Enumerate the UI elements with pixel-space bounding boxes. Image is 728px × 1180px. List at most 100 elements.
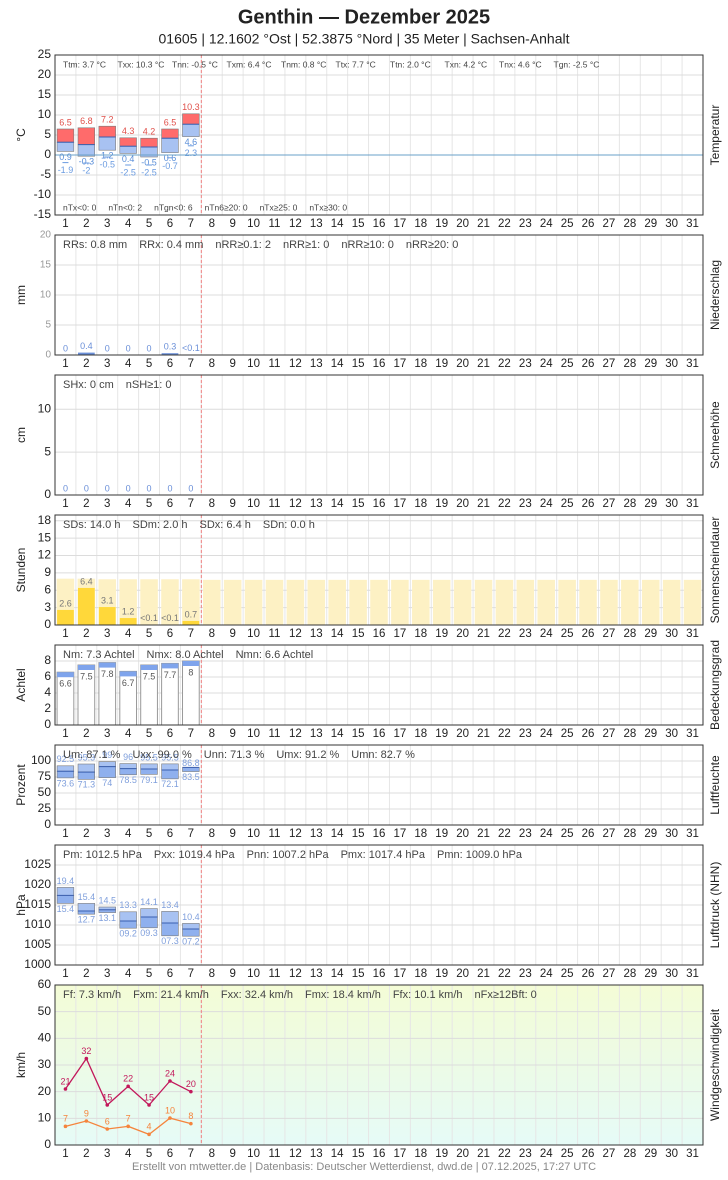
x-tick-label: 8	[209, 828, 215, 840]
x-tick-label: 12	[289, 498, 302, 510]
x-tick-label: 22	[498, 968, 511, 980]
title: Genthin — Dezember 2025	[238, 6, 490, 28]
stat-text: Txn: 4.2 °C	[445, 59, 488, 69]
stat-text: Nmn: 6.6 Achtel	[236, 649, 314, 661]
x-tick-label: 6	[167, 358, 173, 370]
value-label: 0	[147, 483, 152, 493]
x-tick-label: 6	[167, 1148, 173, 1160]
x-tick-label: 14	[331, 498, 344, 510]
x-tick-label: 5	[146, 828, 152, 840]
background-bar	[642, 580, 660, 625]
y-tick-label: 6	[44, 669, 51, 683]
x-tick-label: 3	[104, 828, 110, 840]
x-tick-label: 19	[435, 358, 448, 370]
stat-text: Tnn: -0.5 °C	[172, 59, 218, 69]
x-tick-label: 28	[623, 358, 636, 370]
x-tick-label: 20	[456, 968, 469, 980]
x-tick-label: 26	[582, 358, 595, 370]
value-label: 0	[63, 483, 68, 493]
value-label: 7.7	[164, 670, 177, 680]
y-tick-label: -5	[40, 167, 51, 181]
x-tick-label: 23	[519, 828, 532, 840]
background-bar	[517, 580, 535, 625]
x-tick-label: 16	[373, 628, 386, 640]
x-tick-label: 31	[686, 628, 699, 640]
low-label: 15.4	[57, 904, 75, 914]
x-tick-label: 19	[435, 728, 448, 740]
x-tick-label: 29	[644, 628, 657, 640]
x-tick-label: 2	[83, 218, 89, 230]
x-tick-label: 22	[498, 1148, 511, 1160]
x-tick-label: 27	[603, 728, 616, 740]
x-tick-label: 22	[498, 828, 511, 840]
y-tick-label: 15	[38, 87, 52, 101]
high-label: 7.2	[101, 115, 114, 125]
x-tick-label: 6	[167, 828, 173, 840]
bar	[99, 607, 116, 625]
high-bar	[141, 909, 158, 917]
high-label: 14.5	[98, 895, 116, 905]
x-tick-label: 21	[477, 1148, 490, 1160]
y-axis-label: hPa	[14, 894, 28, 916]
background-bar	[266, 580, 284, 625]
x-tick-label: 10	[247, 358, 260, 370]
y-tick-label: 15	[40, 260, 52, 271]
stat-text: Ttm: 3.7 °C	[63, 59, 106, 69]
value-label: <0.1	[182, 343, 200, 353]
x-tick-label: 6	[167, 498, 173, 510]
value-label: <0.1	[161, 613, 179, 623]
value-label: 2.6	[59, 598, 72, 608]
stat-text: nRR≥10: 0	[341, 239, 394, 251]
y-tick-label: 2	[44, 701, 51, 715]
x-tick-label: 3	[104, 968, 110, 980]
stat-text: Pmn: 1009.0 hPa	[437, 849, 523, 861]
x-tick-label: 4	[125, 1148, 132, 1160]
y-tick-label: 20	[38, 1084, 52, 1098]
x-tick-label: 1	[62, 628, 68, 640]
x-tick-label: 16	[373, 828, 386, 840]
x-tick-label: 14	[331, 968, 344, 980]
x-tick-label: 30	[665, 628, 678, 640]
x-tick-label: 3	[104, 1148, 110, 1160]
y-tick-label: 25	[38, 801, 52, 815]
x-tick-label: 6	[167, 728, 173, 740]
high-bar	[57, 129, 74, 142]
x-tick-label: 26	[582, 828, 595, 840]
x-tick-label: 2	[83, 628, 89, 640]
x-tick-label: 20	[456, 1148, 469, 1160]
x-tick-label: 20	[456, 358, 469, 370]
x-tick-label: 17	[394, 968, 407, 980]
stat-text: nTx≥25: 0	[260, 202, 298, 212]
bar-cap	[99, 663, 116, 668]
x-tick-label: 24	[540, 628, 553, 640]
low-bar	[57, 771, 74, 778]
stat-text: Pnn: 1007.2 hPa	[247, 849, 330, 861]
value-label: 3.1	[101, 595, 114, 605]
low-label: 12.7	[78, 915, 96, 925]
x-tick-label: 15	[352, 498, 365, 510]
y-tick-label: 10	[38, 1111, 52, 1125]
x-tick-label: 12	[289, 1148, 302, 1160]
panel-title: Bedeckungsgrad	[708, 640, 722, 730]
y-tick-label: 0	[44, 617, 51, 631]
x-tick-label: 15	[352, 358, 365, 370]
x-tick-label: 10	[247, 1148, 260, 1160]
background-bar	[328, 580, 346, 625]
background-bar	[245, 580, 263, 625]
high-bar	[78, 764, 95, 772]
stat-text: Fxm: 21.4 km/h	[133, 989, 209, 1001]
stat-text: SHx: 0 cm	[63, 379, 114, 391]
high-bar	[162, 764, 179, 770]
x-tick-label: 26	[582, 498, 595, 510]
y-tick-label: 1015	[24, 897, 51, 911]
x-tick-label: 25	[561, 728, 574, 740]
x-tick-label: 24	[540, 498, 553, 510]
x-tick-label: 25	[561, 968, 574, 980]
x-tick-label: 17	[394, 728, 407, 740]
x-tick-label: 31	[686, 218, 699, 230]
point	[168, 1079, 172, 1083]
stat-text: nTn<0: 2	[108, 202, 142, 212]
point	[189, 1122, 193, 1126]
value-label: 21	[60, 1076, 70, 1086]
x-tick-label: 25	[561, 498, 574, 510]
